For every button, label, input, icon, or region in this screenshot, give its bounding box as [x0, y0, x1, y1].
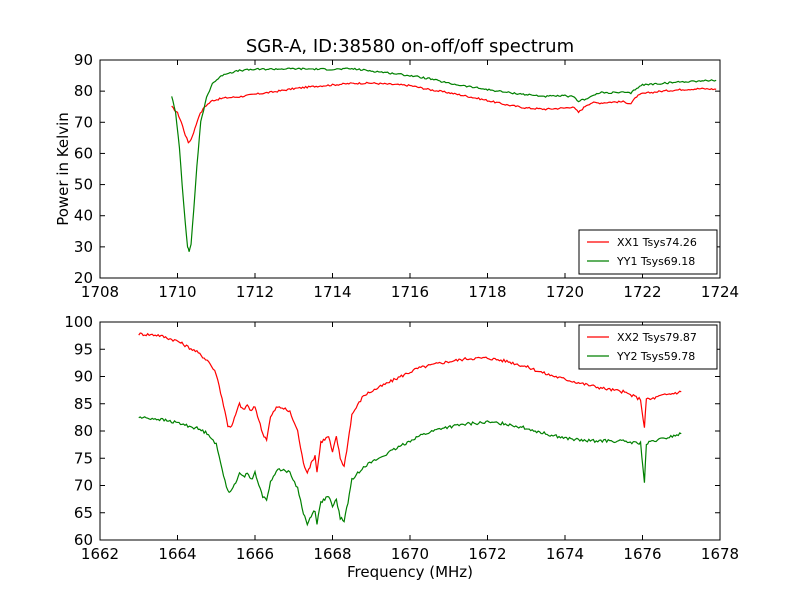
y-tick-label: 80	[74, 422, 93, 440]
x-tick-label: 1668	[313, 545, 351, 563]
x-tick-label: 1716	[391, 283, 429, 301]
series-line-1-2	[171, 67, 717, 252]
x-tick-label: 1662	[81, 545, 119, 563]
x-tick-label: 1676	[623, 545, 661, 563]
x-tick-label: 1672	[468, 545, 506, 563]
chart-title: SGR-A, ID:38580 on-off/off spectrum	[246, 36, 574, 57]
x-tick-label: 1722	[623, 283, 661, 301]
x-tick-label: 1714	[313, 283, 351, 301]
y-tick-label: 85	[74, 395, 93, 413]
y-tick-label: 40	[74, 207, 93, 225]
y-tick-label: 50	[74, 176, 93, 194]
legend-label: YY2 Tsys59.78	[616, 350, 695, 363]
x-tick-label: 1674	[546, 545, 584, 563]
y-tick-label: 75	[74, 449, 93, 467]
y-tick-label: 80	[74, 82, 93, 100]
legend-label: XX2 Tsys79.87	[617, 331, 697, 344]
x-tick-label: 1670	[391, 545, 429, 563]
bottom-panel: 1662 1664 1666 1668 1670 1672 1674 1676 1678 60 65…	[64, 313, 739, 563]
y-tick-label: 70	[74, 477, 93, 495]
y-tick-label: 70	[74, 113, 93, 131]
y-tick-label: 95	[74, 340, 93, 358]
y-axis-label: Power in Kelvin	[54, 112, 72, 226]
x-tick-label: 1666	[236, 545, 274, 563]
x-tick-label: 1724	[701, 283, 739, 301]
y-tick-label: 60	[74, 144, 93, 162]
legend-label: XX1 Tsys74.26	[617, 236, 697, 249]
y-tick-label: 90	[74, 368, 93, 386]
x-tick-label: 1664	[158, 545, 196, 563]
y-tick-label: 30	[74, 238, 93, 256]
x-tick-label: 1718	[468, 283, 506, 301]
series-line-2-1	[138, 332, 682, 475]
legend-box	[578, 324, 718, 370]
series-line-1-1	[171, 81, 717, 144]
x-tick-label: 1678	[701, 545, 739, 563]
legend-label: YY1 Tsys69.18	[616, 255, 695, 268]
legend-box	[578, 229, 718, 275]
y-tick-label: 65	[74, 504, 93, 522]
top-panel: 1708 1710 1712 1714 1716 1718 1720 1722 1724 20 30…	[74, 51, 739, 301]
x-tick-label: 1710	[158, 283, 196, 301]
x-tick-label: 1708	[81, 283, 119, 301]
x-tick-label: 1720	[546, 283, 584, 301]
legend: XX1 Tsys74.26 YY1 Tsys69.18	[578, 229, 718, 275]
x-tick-label: 1712	[236, 283, 274, 301]
y-tick-label: 60	[74, 531, 93, 549]
legend: XX2 Tsys79.87 YY2 Tsys59.78	[578, 324, 718, 370]
y-tick-label: 100	[64, 313, 93, 331]
y-tick-label: 20	[74, 269, 93, 287]
x-axis-label: Frequency (MHz)	[347, 563, 473, 581]
series-line-2-2	[138, 416, 682, 527]
y-tick-label: 90	[74, 51, 93, 69]
